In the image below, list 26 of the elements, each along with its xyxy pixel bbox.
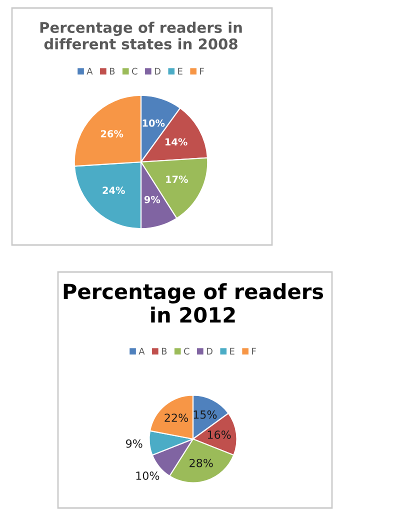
data-label: 9%	[144, 196, 160, 204]
legend-label: D	[154, 68, 160, 74]
legend-label: B	[110, 68, 115, 74]
data-label: 14%	[166, 138, 188, 146]
legend-label: A	[86, 68, 93, 74]
data-label: 10%	[142, 119, 165, 127]
chart-title: Percentage of readers in 2012	[64, 283, 324, 323]
data-label: 15%	[194, 410, 217, 419]
legend-label: B	[162, 348, 167, 354]
data-label: 26%	[100, 130, 124, 138]
legend-label: F	[252, 348, 256, 354]
legend-label: A	[138, 348, 145, 354]
legend-label: E	[178, 68, 182, 74]
legend-label: D	[206, 348, 212, 354]
data-label: 9%	[126, 439, 142, 448]
data-label: 24%	[102, 186, 125, 194]
data-label: 22%	[164, 414, 188, 422]
data-label: 28%	[190, 458, 213, 468]
legend-label: C	[184, 348, 190, 355]
data-label: 17%	[166, 176, 188, 183]
data-label: 10%	[136, 472, 160, 480]
legend-label: C	[132, 68, 138, 75]
chart-title: Percentage of readers in different states in 2008	[40, 22, 242, 50]
data-label: 16%	[208, 430, 231, 439]
legend-label: F	[200, 68, 204, 74]
legend-label: E	[230, 348, 234, 354]
